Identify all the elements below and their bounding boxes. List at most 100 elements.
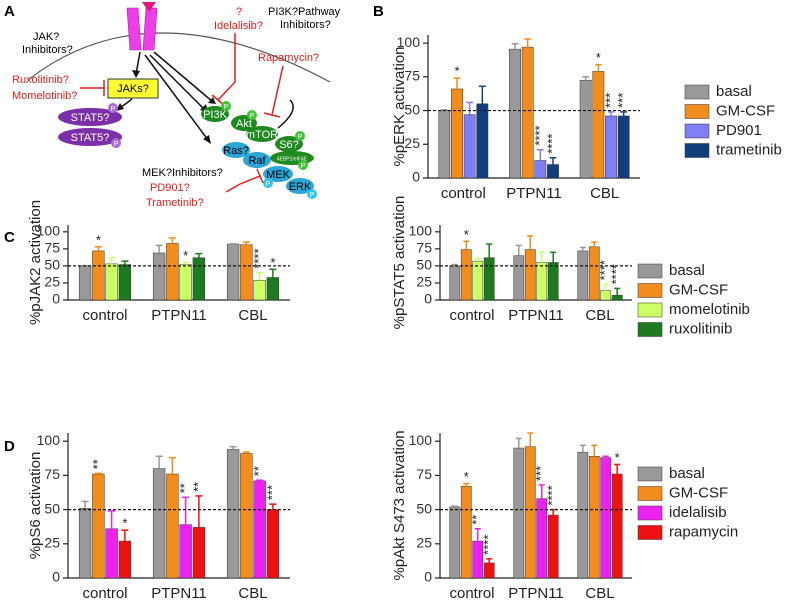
bar — [460, 486, 472, 579]
bar — [118, 264, 132, 301]
jaks-box — [107, 78, 159, 99]
label: Ruxolitinib? — [12, 74, 69, 86]
label: ERK — [289, 181, 312, 193]
y-tick-label: 0 — [52, 569, 60, 585]
legend-swatch — [684, 84, 710, 100]
bar — [179, 264, 192, 301]
y-tick-label: 50 — [416, 257, 432, 273]
significance: *** — [615, 93, 630, 108]
legend-swatch — [637, 322, 663, 337]
bar — [483, 257, 495, 301]
label: PI3K?Pathway — [268, 6, 341, 18]
bar — [179, 524, 192, 579]
label: JAKs? — [117, 83, 149, 95]
y-tick-label: 25 — [416, 274, 432, 290]
legend-swatch — [637, 283, 663, 298]
legend-label: ruxolitinib — [669, 320, 732, 337]
bar — [588, 456, 600, 579]
bar — [605, 115, 617, 179]
x-tick-label: CBL — [585, 585, 614, 602]
significance: * — [464, 227, 469, 242]
x-tick-label: PTPN11 — [508, 585, 564, 602]
phospho-label: P — [298, 134, 303, 141]
x-tick-label: control — [441, 185, 486, 202]
phospho-label: P — [266, 181, 271, 188]
bar — [449, 265, 461, 301]
significance: ** — [251, 466, 266, 476]
bar — [92, 473, 105, 579]
x-tick-label: CBL — [590, 185, 619, 202]
legend-swatch — [684, 104, 710, 119]
label: PD901? — [150, 182, 190, 194]
label: MEK?Inhibitors? — [142, 167, 223, 179]
significance: * — [122, 516, 127, 531]
x-tick-label: CBL — [238, 585, 267, 602]
membrane — [27, 32, 331, 83]
legend-swatch — [637, 466, 663, 482]
x-tick-label: PTPN11 — [508, 307, 564, 324]
inhibition — [263, 112, 281, 118]
bar — [92, 250, 105, 301]
significance: **** — [532, 125, 547, 145]
label: Trametinib? — [146, 197, 204, 209]
label: ? — [236, 6, 242, 18]
bar — [547, 514, 559, 579]
x-tick-label: control — [449, 585, 494, 602]
phospho-label: P — [250, 113, 255, 120]
significance: **** — [544, 134, 559, 154]
bar — [438, 110, 451, 179]
node — [58, 128, 122, 146]
y-axis-label: %pAkt S473 activation — [391, 430, 408, 580]
panel-label: B — [373, 3, 384, 20]
legend-label: basal — [669, 465, 705, 482]
bar — [617, 115, 630, 179]
bar — [166, 243, 179, 301]
y-axis-label: %pERK activation — [391, 46, 408, 166]
mapk-nodes — [222, 142, 314, 194]
bar — [472, 260, 484, 301]
y-tick-label: 100 — [409, 432, 433, 448]
legend-swatch — [637, 505, 663, 521]
legend-label: GM-CSF — [669, 281, 728, 298]
bar — [152, 468, 166, 579]
y-tick-label: 100 — [37, 432, 61, 448]
y-tick-label: 50 — [404, 101, 420, 117]
label: Inhibitors? — [280, 19, 331, 31]
legend-label: GM-CSF — [669, 484, 728, 501]
legend-swatch — [684, 143, 710, 158]
label: PI3K — [203, 109, 228, 121]
phospho-label: P — [310, 192, 315, 199]
panel-label: C — [4, 229, 15, 246]
bar — [463, 114, 476, 179]
significance: * — [96, 232, 101, 247]
y-axis-label: %pJAK2 activation — [27, 200, 44, 325]
phospho-label: P — [224, 104, 229, 111]
label: Akt — [236, 118, 252, 130]
significance: ** — [190, 482, 205, 492]
legend-swatch — [637, 263, 663, 279]
bar — [266, 509, 280, 579]
bar — [524, 249, 536, 301]
legend-swatch — [637, 525, 663, 540]
bar — [226, 449, 240, 579]
bar — [152, 252, 166, 301]
legend-label: basal — [716, 83, 752, 100]
inhibition — [256, 168, 264, 184]
y-axis-label: %pSTAT5 activation — [391, 196, 408, 330]
label: STAT5? — [71, 132, 110, 144]
legend-label: idelalisib — [669, 504, 727, 521]
x-tick-label: PTPN11 — [151, 585, 207, 602]
label: 4EBP1/eIF4E — [277, 156, 308, 162]
bar — [266, 277, 280, 301]
y-tick-label: 75 — [44, 240, 60, 256]
significance: ** — [469, 515, 484, 525]
bar — [577, 250, 589, 301]
y-axis-label: %pS6 activation — [27, 452, 44, 560]
legend-swatch — [637, 486, 663, 501]
y-tick-label: 100 — [37, 223, 61, 239]
significance: ** — [177, 483, 192, 493]
inhibition — [271, 65, 284, 116]
bar — [226, 243, 240, 301]
label: Rapamycin? — [258, 52, 319, 64]
